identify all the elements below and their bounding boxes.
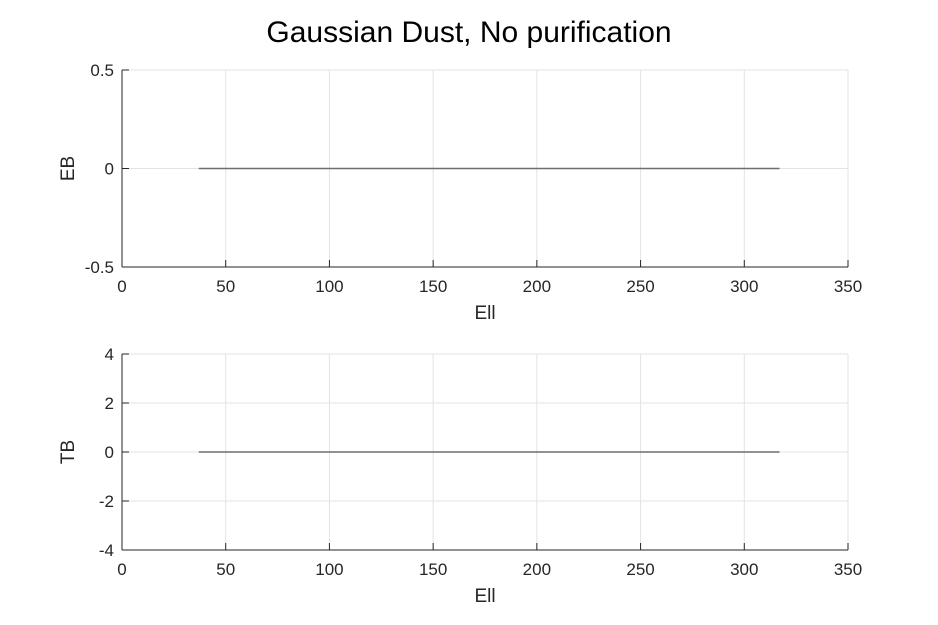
x-tick-label: 150: [419, 277, 447, 296]
y-tick-label: 4: [105, 345, 114, 364]
x-tick-label: 350: [834, 277, 862, 296]
x-axis-label: Ell: [474, 303, 495, 324]
x-tick-label: 150: [419, 560, 447, 579]
subplot-tb: 0 50 100 150 200 250 300 350 -4 -2 0 2 4 Ell TB: [58, 345, 862, 607]
x-tick-label: 250: [626, 277, 654, 296]
y-tick-label: -4: [99, 541, 114, 560]
y-tick-label: -2: [99, 492, 114, 511]
x-tick-label: 100: [315, 560, 343, 579]
y-tick-label: 0: [105, 443, 114, 462]
x-tick-label: 300: [730, 560, 758, 579]
x-axis-label: Ell: [474, 586, 495, 607]
y-tick-label: -0.5: [85, 258, 114, 277]
x-tick-label: 350: [834, 560, 862, 579]
x-tick-label: 0: [117, 560, 126, 579]
x-tick-label: 300: [730, 277, 758, 296]
x-tick-label: 0: [117, 277, 126, 296]
y-axis-label: TB: [58, 440, 79, 464]
y-tick-label: 0: [105, 160, 114, 179]
figure-title: Gaussian Dust, No purification: [266, 16, 671, 49]
x-tick-label: 200: [523, 277, 551, 296]
y-tick-label: 0.5: [90, 61, 114, 80]
y-axis-label: EB: [58, 156, 79, 181]
x-tick-label: 50: [216, 277, 235, 296]
y-tick-label: 2: [105, 394, 114, 413]
x-tick-label: 50: [216, 560, 235, 579]
x-tick-label: 250: [626, 560, 654, 579]
x-tick-label: 100: [315, 277, 343, 296]
x-tick-label: 200: [523, 560, 551, 579]
